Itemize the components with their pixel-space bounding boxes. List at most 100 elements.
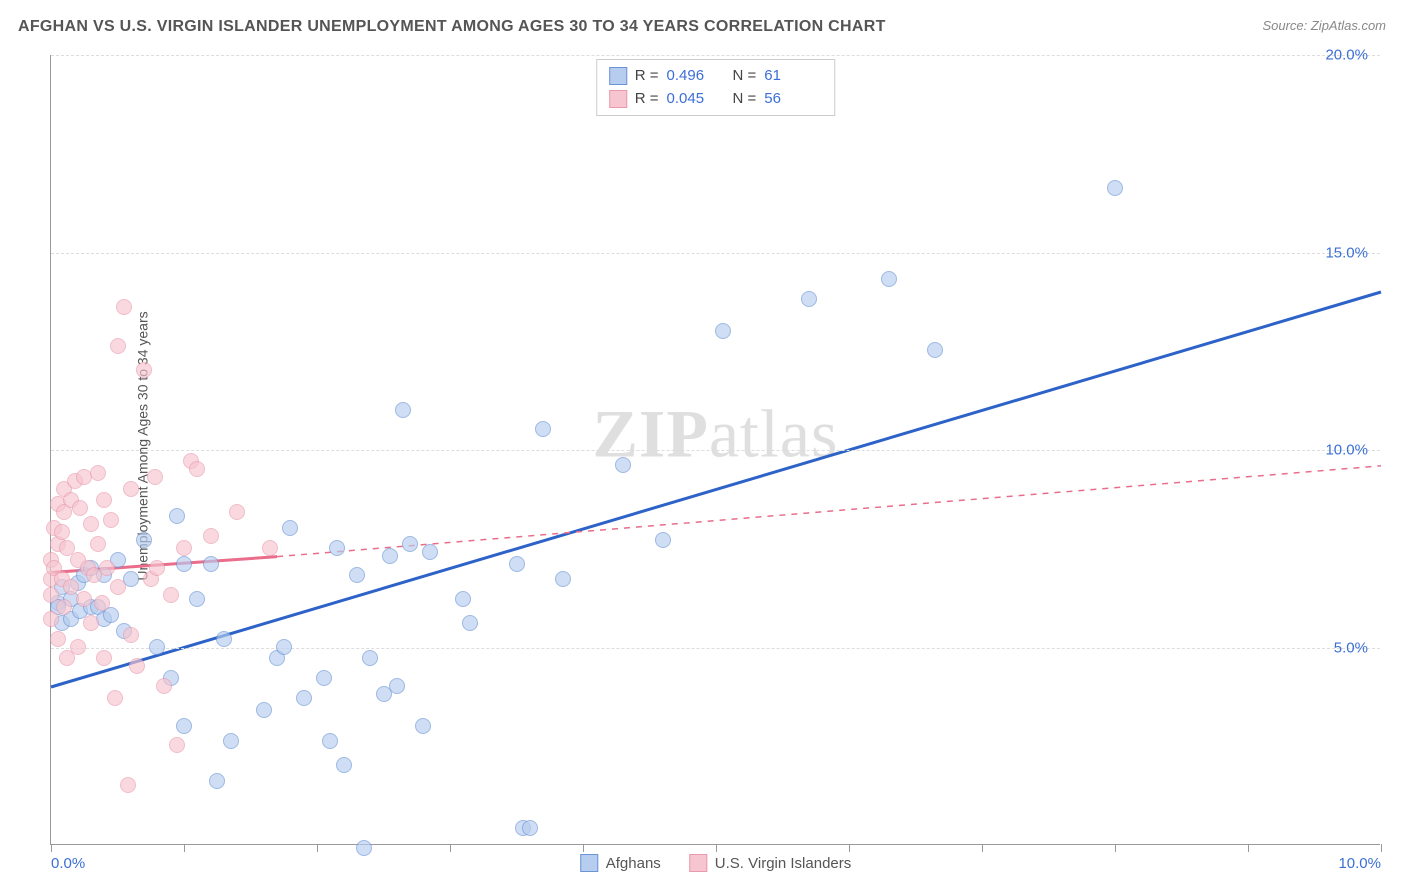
x-tick xyxy=(982,844,983,852)
data-point xyxy=(63,579,79,595)
data-point xyxy=(70,639,86,655)
gridline xyxy=(51,55,1380,56)
chart-source: Source: ZipAtlas.com xyxy=(1262,18,1386,33)
data-point xyxy=(209,773,225,789)
x-tick xyxy=(1248,844,1249,852)
data-point xyxy=(509,556,525,572)
n-value: 56 xyxy=(764,88,814,111)
legend-swatch xyxy=(609,67,627,85)
data-point xyxy=(203,528,219,544)
gridline xyxy=(51,450,1380,451)
data-point xyxy=(96,650,112,666)
data-point xyxy=(96,492,112,508)
r-value: 0.045 xyxy=(667,88,717,111)
data-point xyxy=(169,508,185,524)
gridline xyxy=(51,253,1380,254)
x-tick xyxy=(716,844,717,852)
data-point xyxy=(455,591,471,607)
data-point xyxy=(123,627,139,643)
stats-row: R = 0.496 N = 61 xyxy=(609,65,823,88)
data-point xyxy=(72,500,88,516)
legend-label: U.S. Virgin Islanders xyxy=(715,855,851,872)
data-point xyxy=(176,540,192,556)
trend-line xyxy=(51,292,1381,687)
data-point xyxy=(83,516,99,532)
data-point xyxy=(149,639,165,655)
data-point xyxy=(156,678,172,694)
x-tick xyxy=(51,844,52,852)
data-point xyxy=(189,461,205,477)
data-point xyxy=(90,536,106,552)
data-point xyxy=(56,599,72,615)
data-point xyxy=(655,532,671,548)
data-point xyxy=(927,342,943,358)
n-label: N = xyxy=(733,88,757,111)
x-tick xyxy=(184,844,185,852)
series-legend: Afghans U.S. Virgin Islanders xyxy=(580,854,852,872)
legend-label: Afghans xyxy=(606,855,661,872)
y-tick-label: 15.0% xyxy=(1325,244,1368,261)
legend-item: U.S. Virgin Islanders xyxy=(689,854,851,872)
data-point xyxy=(99,560,115,576)
data-point xyxy=(110,338,126,354)
watermark-light: atlas xyxy=(709,395,839,471)
data-point xyxy=(129,658,145,674)
data-point xyxy=(349,567,365,583)
data-point xyxy=(555,571,571,587)
data-point xyxy=(223,733,239,749)
n-value: 61 xyxy=(764,65,814,88)
data-point xyxy=(176,556,192,572)
data-point xyxy=(801,291,817,307)
data-point xyxy=(535,421,551,437)
data-point xyxy=(329,540,345,556)
chart-title: AFGHAN VS U.S. VIRGIN ISLANDER UNEMPLOYM… xyxy=(18,18,886,36)
legend-swatch xyxy=(689,854,707,872)
data-point xyxy=(110,579,126,595)
data-point xyxy=(422,544,438,560)
data-point xyxy=(136,532,152,548)
data-point xyxy=(216,631,232,647)
data-point xyxy=(43,611,59,627)
data-point xyxy=(189,591,205,607)
x-tick xyxy=(1115,844,1116,852)
x-tick xyxy=(583,844,584,852)
data-point xyxy=(107,690,123,706)
x-tick-label: 10.0% xyxy=(1338,855,1381,872)
data-point xyxy=(522,820,538,836)
r-value: 0.496 xyxy=(667,65,717,88)
data-point xyxy=(163,587,179,603)
n-label: N = xyxy=(733,65,757,88)
plot-area: ZIPatlas R =0.496N =61R =0.045N =56 Afgh… xyxy=(50,55,1380,845)
stats-box: R = 0.496 N = 61 R = 0.045 N = 56 xyxy=(596,59,836,116)
r-label: R = xyxy=(635,88,659,111)
legend-item: Afghans xyxy=(580,854,661,872)
data-point xyxy=(382,548,398,564)
data-point xyxy=(322,733,338,749)
data-point xyxy=(116,299,132,315)
data-point xyxy=(50,631,66,647)
data-point xyxy=(356,840,372,856)
data-point xyxy=(90,465,106,481)
data-point xyxy=(43,587,59,603)
stats-row: R = 0.045 N = 56 xyxy=(609,88,823,111)
data-point xyxy=(147,469,163,485)
data-point xyxy=(362,650,378,666)
x-tick xyxy=(317,844,318,852)
y-tick-label: 5.0% xyxy=(1334,639,1368,656)
data-point xyxy=(256,702,272,718)
x-tick-label: 0.0% xyxy=(51,855,85,872)
watermark-bold: ZIP xyxy=(593,395,709,471)
trend-line xyxy=(277,466,1381,557)
data-point xyxy=(389,678,405,694)
data-point xyxy=(203,556,219,572)
data-point xyxy=(1107,180,1123,196)
x-tick xyxy=(450,844,451,852)
data-point xyxy=(336,757,352,773)
x-tick xyxy=(849,844,850,852)
gridline xyxy=(51,648,1380,649)
r-label: R = xyxy=(635,65,659,88)
data-point xyxy=(103,512,119,528)
data-point xyxy=(136,362,152,378)
data-point xyxy=(402,536,418,552)
y-tick-label: 10.0% xyxy=(1325,442,1368,459)
